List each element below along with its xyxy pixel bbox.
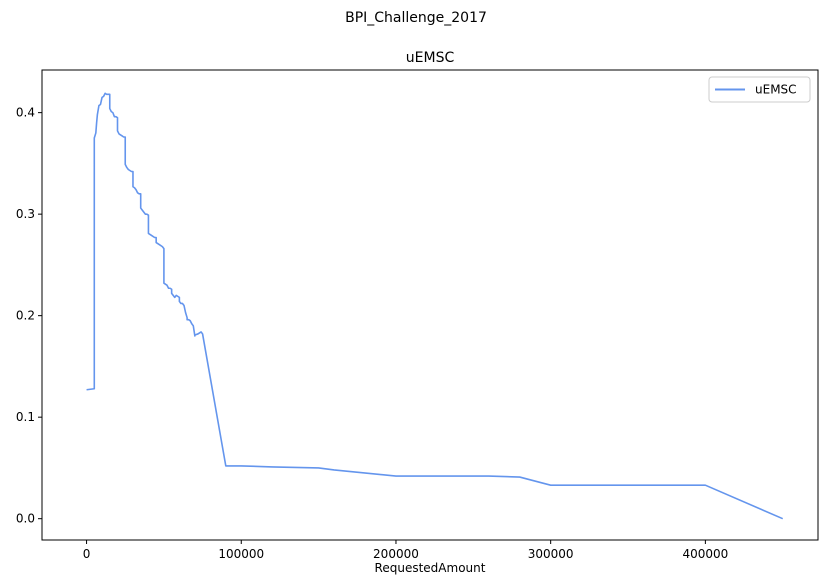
x-tick-label: 300000 [528,547,574,561]
legend-box [708,76,811,103]
x-tick-label: 200000 [373,547,419,561]
series-line-group [86,92,784,520]
y-tick-label: 0.1 [16,410,35,424]
x-axis: 0 100000 200000 300000 400000 [83,540,728,561]
y-tick-label: 0.4 [16,106,35,120]
legend: uEMSC [708,76,811,103]
chart-title: uEMSC [406,50,455,66]
x-tick-label: 400000 [682,547,728,561]
y-tick-label: 0.0 [16,512,35,526]
plot-frame [41,69,819,541]
y-tick-label: 0.3 [16,207,35,221]
y-axis: 0.0 0.1 0.2 0.3 0.4 [16,106,42,526]
series-line-uEMSC [86,92,784,520]
x-axis-label: RequestedAmount [375,561,486,575]
x-tick-label: 0 [83,547,91,561]
y-tick-label: 0.2 [16,309,35,323]
x-tick-label: 100000 [218,547,264,561]
legend-label: uEMSC [755,83,797,97]
figure-suptitle: BPI_Challenge_2017 [345,10,487,26]
